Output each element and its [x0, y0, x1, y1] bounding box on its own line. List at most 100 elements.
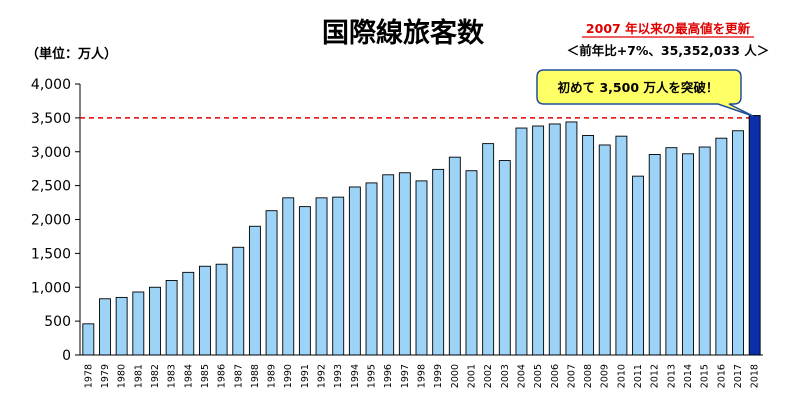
- x-tick-label: 2002: [483, 364, 494, 388]
- x-tick-label: 2016: [716, 364, 727, 388]
- callout-text: 初めて 3,500 万人を突破！: [558, 80, 719, 95]
- x-tick-label: 2007: [566, 364, 577, 388]
- bar: [548, 123, 561, 356]
- y-tick-label: 0: [62, 348, 71, 364]
- x-tick-label: 2006: [550, 364, 561, 388]
- x-tick-label: 2014: [683, 364, 694, 388]
- bar: [99, 298, 111, 356]
- x-tick-label: 1994: [350, 364, 361, 388]
- bar: [482, 143, 495, 356]
- x-tick-label: 1997: [400, 364, 411, 388]
- bar: [398, 172, 411, 356]
- bar: [248, 225, 261, 356]
- bar: [615, 135, 628, 356]
- x-tick-label: 1992: [317, 364, 328, 388]
- x-tick-label: 1996: [383, 364, 394, 388]
- x-tick-label: 1989: [267, 364, 278, 388]
- bar: [332, 196, 345, 356]
- annotation-record: 2007 年以来の最高値を更新: [586, 21, 751, 36]
- bar: [698, 146, 711, 356]
- y-tick-label: 500: [44, 314, 71, 330]
- x-tick-label: 1999: [433, 364, 444, 388]
- bars: [82, 115, 761, 356]
- bar: [565, 121, 578, 356]
- x-tick-label: 1990: [283, 364, 294, 388]
- y-tick-label: 1,000: [31, 280, 71, 296]
- bar: [748, 115, 761, 356]
- y-tick-label: 4,000: [31, 77, 71, 93]
- bar: [215, 263, 228, 356]
- y-tick-label: 2,000: [31, 213, 71, 229]
- bar: [198, 265, 211, 356]
- x-tick-label: 1995: [367, 364, 378, 388]
- x-tick-label: 2009: [600, 364, 611, 388]
- y-tick-label: 3,000: [31, 145, 71, 161]
- bar: [282, 197, 295, 356]
- x-tick-label: 1981: [133, 364, 144, 388]
- x-tick-label: 2013: [666, 364, 677, 388]
- x-tick-label: 2018: [750, 364, 761, 388]
- x-tick-label: 2010: [616, 364, 627, 388]
- x-tick-label: 1982: [150, 364, 161, 388]
- y-tick-label: 2,500: [31, 179, 71, 195]
- bar: [498, 160, 511, 356]
- bar: [315, 197, 328, 356]
- bar: [265, 210, 278, 356]
- bar: [232, 246, 245, 356]
- bar: [82, 323, 95, 356]
- y-tick-label: 3,500: [31, 111, 71, 127]
- bar: [532, 125, 545, 356]
- x-tick-label: 2011: [633, 364, 644, 388]
- bar: [632, 175, 645, 356]
- bar: [365, 182, 378, 356]
- unit-label: （単位：万人）: [26, 46, 117, 62]
- x-tick-label: 2017: [733, 364, 744, 388]
- annotation-yoy: ＜前年比+7%、35,352,033 人＞: [567, 43, 770, 58]
- bar: [115, 296, 128, 356]
- bar: [182, 271, 195, 356]
- y-tick-label: 1,500: [31, 246, 71, 262]
- x-axis: 1978 1979 1980 1981 1982 1983 1984 1985 1986 1987…: [80, 354, 763, 388]
- x-tick-label: 2015: [700, 364, 711, 388]
- x-tick-label: 1979: [100, 364, 111, 388]
- bar: [415, 180, 428, 356]
- bar: [298, 206, 311, 356]
- bar: [149, 286, 161, 356]
- bar: [515, 127, 528, 356]
- x-tick-label: 1988: [250, 364, 261, 388]
- bar: [132, 291, 145, 356]
- bar: [715, 137, 728, 356]
- x-tick-label: 2012: [650, 364, 661, 388]
- chart-title: 国際線旅客数: [322, 17, 485, 49]
- x-tick-label: 1986: [217, 364, 228, 388]
- x-tick-label: 1987: [233, 364, 244, 388]
- bar: [598, 144, 611, 356]
- bar: [432, 168, 445, 356]
- bar: [465, 170, 478, 356]
- x-tick-label: 2000: [450, 364, 461, 388]
- bar: [665, 147, 678, 356]
- y-axis: 0 500 1,000 1,500 2,000 2,500 3,000 3,500 4,000: [31, 77, 81, 364]
- x-tick-label: 2001: [466, 364, 477, 388]
- x-tick-label: 1985: [200, 364, 211, 388]
- bar: [682, 153, 694, 356]
- x-tick-label: 1993: [333, 364, 344, 388]
- callout-bubble: [536, 69, 754, 117]
- bar: [448, 156, 461, 356]
- bar: [582, 135, 595, 356]
- x-tick-label: 1984: [183, 364, 194, 388]
- bar: [648, 154, 661, 356]
- x-tick-label: 2003: [500, 364, 511, 388]
- x-tick-label: 2008: [583, 364, 594, 388]
- bar: [165, 280, 178, 356]
- x-tick-label: 1978: [83, 364, 94, 388]
- x-tick-label: 1998: [417, 364, 428, 388]
- bar: [382, 174, 395, 356]
- x-tick-label: 2005: [533, 364, 544, 388]
- callout: 初めて 3,500 万人を突破！: [536, 69, 754, 117]
- x-tick-label: 1991: [300, 364, 311, 388]
- bar: [348, 186, 361, 356]
- x-tick-label: 2004: [516, 364, 527, 388]
- bar: [732, 130, 744, 356]
